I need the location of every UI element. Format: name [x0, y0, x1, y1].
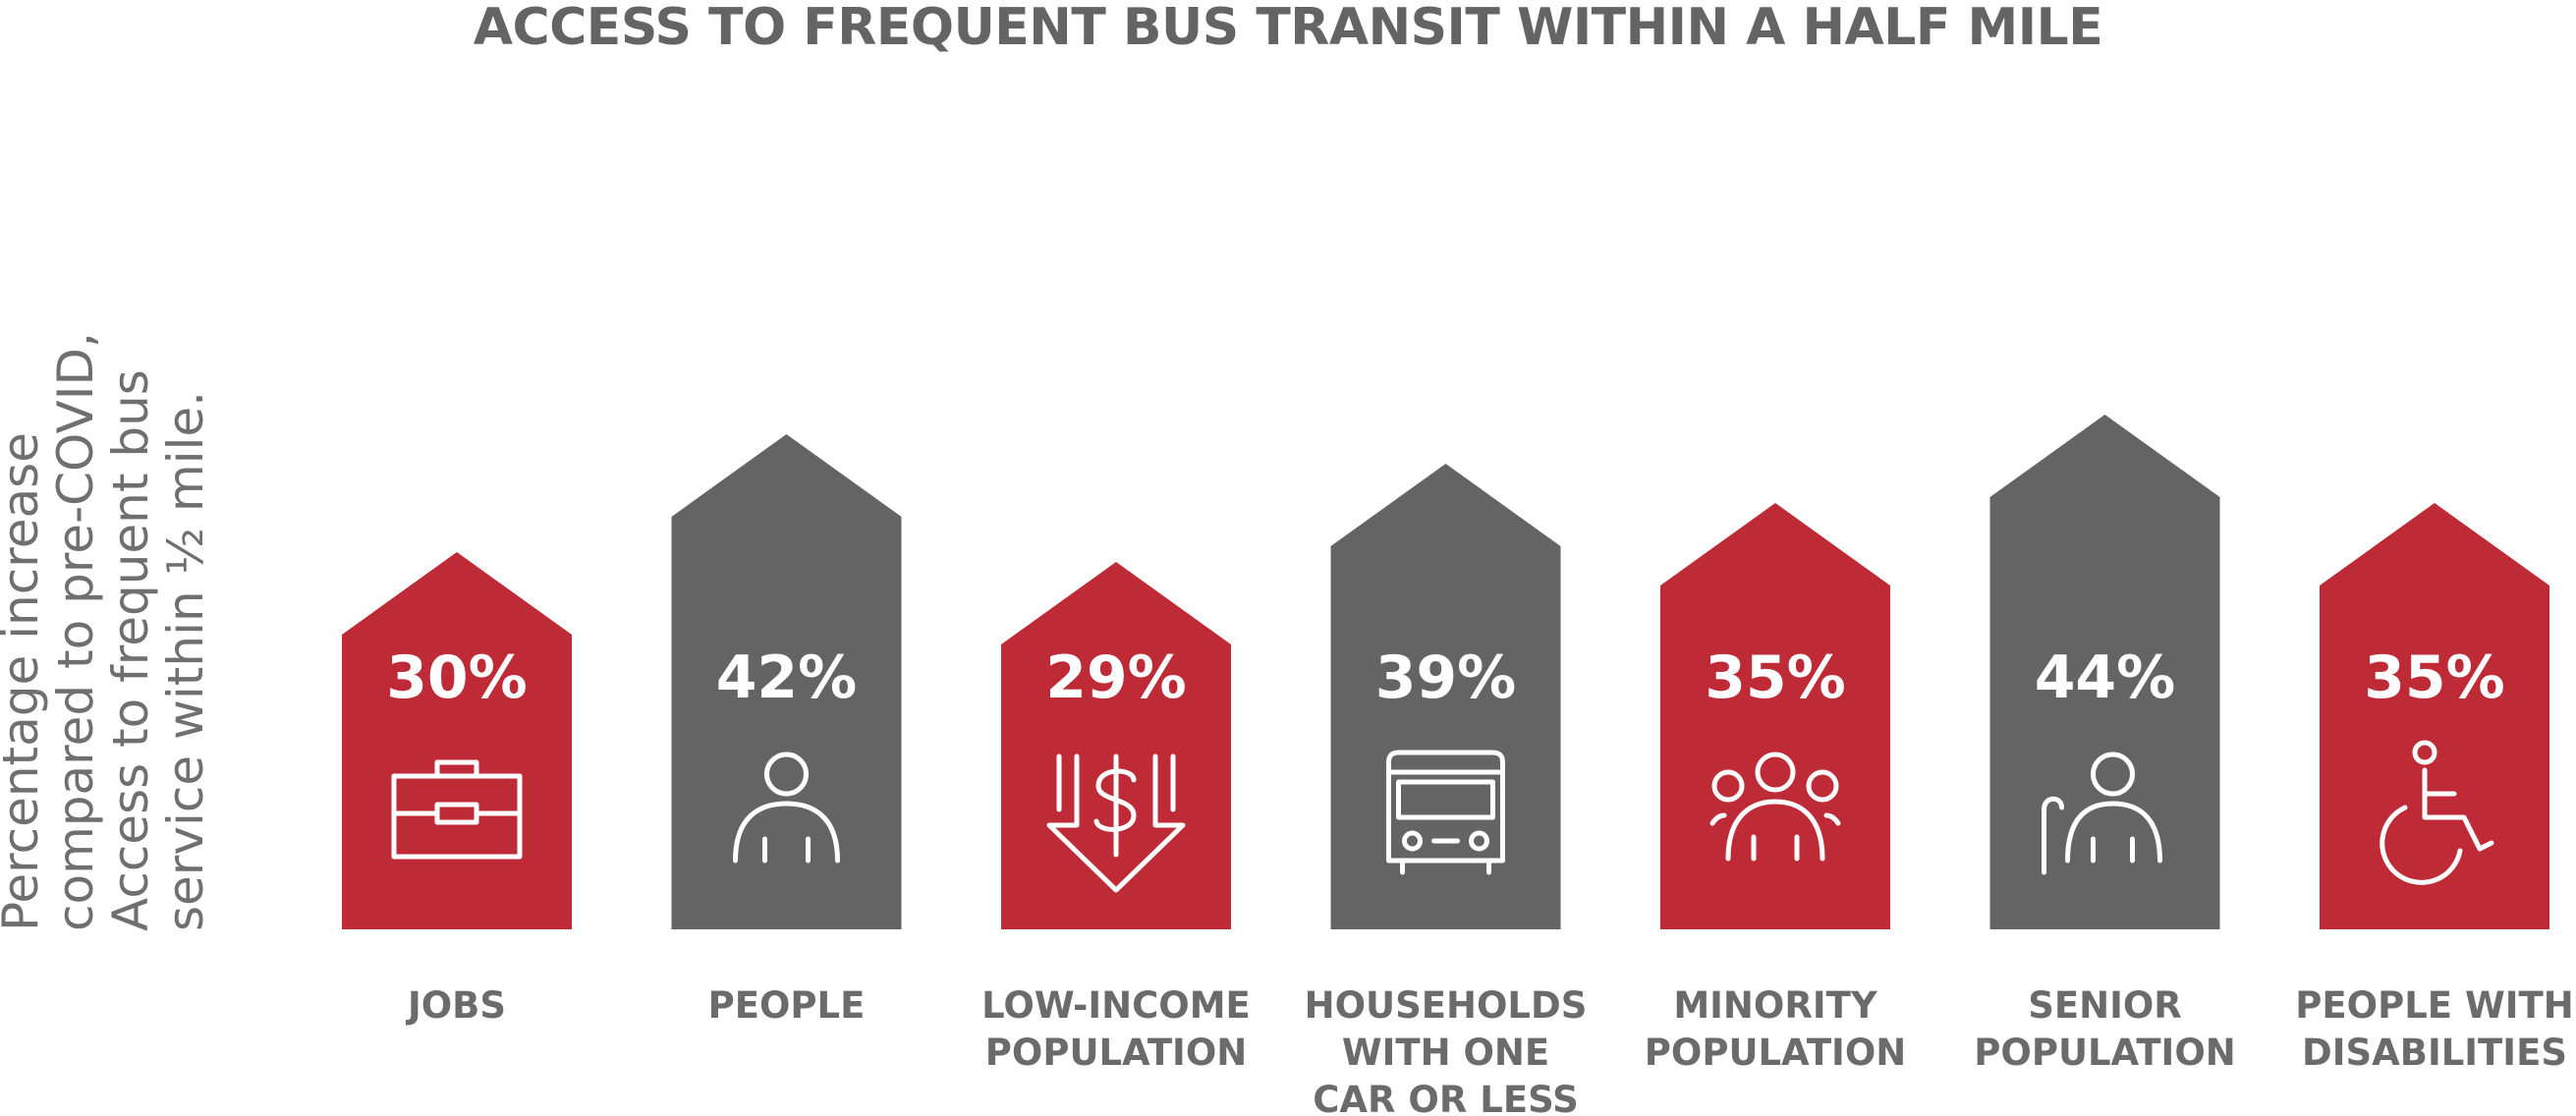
bars-group: 30% JOBS 42% PEOPLE 29% LOW-INCOME POPULATION 3… — [342, 415, 2574, 1116]
y-axis-label: Percentage increasecompared to pre-COVID… — [0, 332, 214, 931]
value-label: 39% — [1375, 643, 1517, 712]
briefcase-icon — [391, 759, 523, 860]
bar-group: 39% HOUSEHOLDS WITH ONE CAR OR LESS — [1305, 464, 1588, 1116]
senior-with-cane-icon — [2042, 752, 2162, 875]
bar-group: 30% JOBS — [342, 552, 572, 1027]
person-icon — [733, 752, 840, 864]
bar-group: 35% MINORITY POPULATION — [1645, 503, 1907, 1074]
category-label: SENIOR POPULATION — [1974, 984, 2236, 1074]
bar — [671, 434, 902, 929]
value-label: 29% — [1045, 643, 1187, 712]
category-label: PEOPLE WITH DISABILITIES — [2295, 984, 2573, 1074]
value-label: 30% — [386, 643, 528, 712]
category-label: MINORITY POPULATION — [1645, 984, 1907, 1074]
value-label: 35% — [2364, 643, 2505, 712]
bar — [2320, 503, 2549, 929]
category-label: HOUSEHOLDS WITH ONE CAR OR LESS — [1305, 984, 1588, 1116]
bar-group: 29% LOW-INCOME POPULATION — [981, 562, 1251, 1074]
bar — [1660, 503, 1890, 929]
dollar-down-arrow-icon — [1046, 753, 1186, 893]
category-label: JOBS — [405, 984, 506, 1027]
group-icon — [1709, 752, 1841, 862]
bar — [1001, 562, 1231, 929]
category-label: LOW-INCOME POPULATION — [981, 984, 1251, 1074]
chart-title: ACCESS TO FREQUENT BUS TRANSIT WITHIN A … — [473, 0, 2103, 57]
value-label: 42% — [716, 643, 858, 712]
bus-icon — [1386, 750, 1505, 875]
bar — [342, 552, 572, 929]
category-label: PEOPLE — [708, 984, 866, 1027]
bar-group: 35% PEOPLE WITH DISABILITIES — [2295, 503, 2574, 1074]
bar-group: 44% SENIOR POPULATION — [1974, 415, 2236, 1074]
wheelchair-icon — [2380, 740, 2494, 885]
value-label: 44% — [2035, 643, 2176, 712]
bar-group: 42% PEOPLE — [671, 434, 902, 1027]
value-label: 35% — [1705, 643, 1846, 712]
